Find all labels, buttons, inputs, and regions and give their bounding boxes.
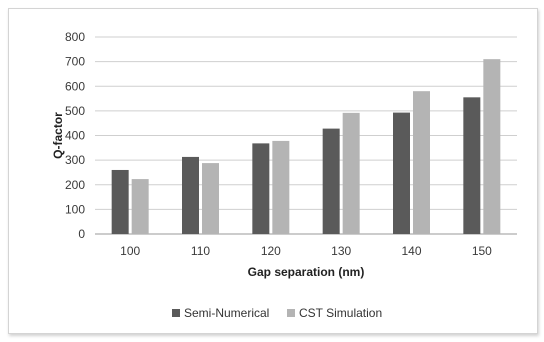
y-tick-label: 0 <box>78 227 85 241</box>
bar-semi-numerical-100 <box>111 169 129 234</box>
y-axis-title: Q-factor <box>51 112 65 159</box>
bar-cst-simulation-150 <box>483 59 501 234</box>
bar-cst-simulation-140 <box>413 91 430 234</box>
legend: Semi-Numerical CST Simulation <box>172 306 382 320</box>
bar-semi-numerical-150 <box>463 97 481 234</box>
x-axis-title: Gap separation (nm) <box>248 265 365 279</box>
legend-label: CST Simulation <box>299 306 382 320</box>
bar-semi-numerical-130 <box>322 128 340 234</box>
y-tick-label: 500 <box>65 104 85 118</box>
gridlines <box>95 36 517 235</box>
x-tick-label: 140 <box>401 244 421 258</box>
bar-semi-numerical-140 <box>393 112 410 234</box>
bar-cst-simulation-110 <box>202 163 219 234</box>
legend-label: Semi-Numerical <box>184 306 269 320</box>
y-tick-label: 300 <box>65 153 85 167</box>
y-tick-label: 400 <box>65 129 85 143</box>
bar-semi-numerical-110 <box>182 156 199 234</box>
x-tick-label: 130 <box>331 244 351 258</box>
bar-cst-simulation-100 <box>131 179 149 234</box>
y-tick-label: 700 <box>65 55 85 69</box>
y-tick-labels: 0 100 200 300 400 500 600 700 800 <box>65 30 85 241</box>
legend-swatch <box>172 309 180 317</box>
x-tick-labels: 100 110 120 130 140 150 <box>120 244 492 258</box>
bar-group <box>111 59 501 234</box>
x-tick-label: 110 <box>191 244 210 258</box>
x-tick-label: 100 <box>120 244 140 258</box>
bar-cst-simulation-130 <box>342 112 360 234</box>
y-tick-label: 800 <box>65 30 85 44</box>
bar-cst-simulation-120 <box>272 140 290 234</box>
x-tick-label: 120 <box>261 244 281 258</box>
legend-swatch <box>287 309 295 317</box>
y-tick-label: 200 <box>65 178 85 192</box>
y-tick-label: 100 <box>65 202 85 216</box>
x-tick-label: 150 <box>472 244 492 258</box>
bar-semi-numerical-120 <box>252 143 270 234</box>
y-tick-label: 600 <box>65 79 85 93</box>
